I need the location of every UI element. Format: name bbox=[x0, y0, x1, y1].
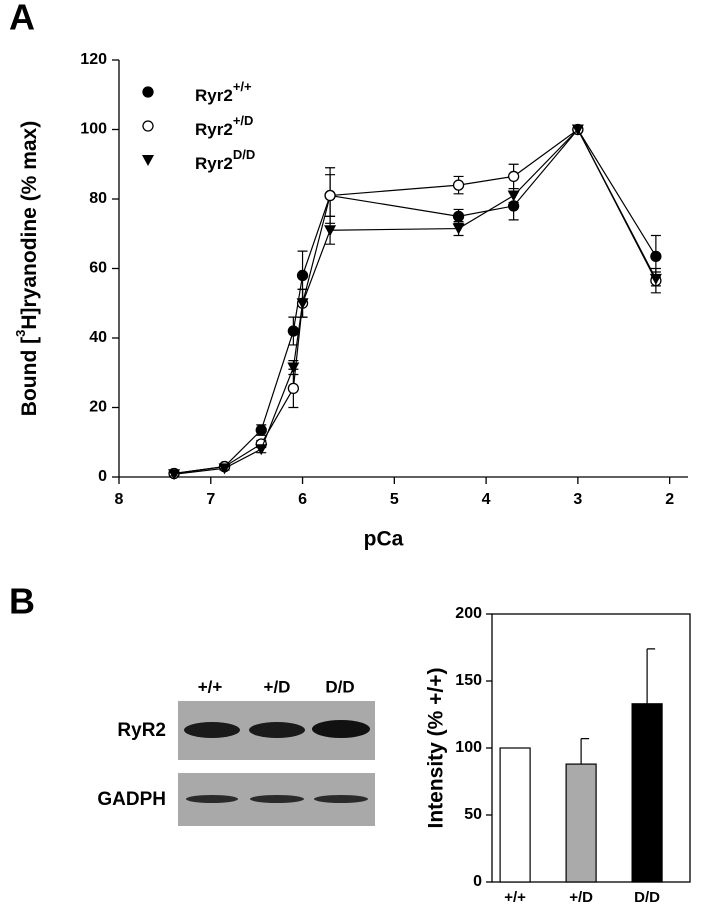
x-tick-label: +/+ bbox=[504, 889, 526, 906]
y-tick-label: 80 bbox=[89, 190, 107, 207]
marker bbox=[255, 424, 267, 436]
x-tick-label: 3 bbox=[573, 491, 582, 508]
y-axis-label-part: Bound [ bbox=[18, 337, 41, 416]
y-axis-label-part: H]ryanodine (% max) bbox=[18, 121, 41, 330]
x-tick-label: 8 bbox=[115, 491, 124, 508]
marker bbox=[507, 170, 520, 183]
error-bar bbox=[580, 738, 590, 765]
y-tick-label: 0 bbox=[98, 468, 107, 485]
x-tick-label: 7 bbox=[206, 491, 215, 508]
blot-row-label: RyR2 bbox=[117, 720, 166, 741]
y-tick-label: 100 bbox=[455, 739, 482, 756]
y-tick-label: 50 bbox=[464, 806, 482, 823]
series-line bbox=[173, 128, 657, 475]
legend-name: Ryr2 bbox=[195, 86, 233, 105]
series-line bbox=[173, 128, 657, 475]
superscript: 3 bbox=[13, 330, 28, 337]
marker bbox=[296, 269, 309, 282]
marker bbox=[571, 124, 584, 136]
superscript: +/D bbox=[233, 113, 254, 128]
y-tick-label: 120 bbox=[80, 51, 107, 68]
x-tick-label: 4 bbox=[482, 491, 491, 508]
y-tick-label: 20 bbox=[89, 399, 107, 416]
lane-label: +/D bbox=[264, 677, 291, 696]
panel-label: B bbox=[9, 581, 35, 622]
marker bbox=[452, 223, 465, 235]
marker bbox=[324, 225, 337, 237]
x-tick-label: 6 bbox=[298, 491, 307, 508]
series-line bbox=[173, 128, 657, 475]
legend-label: Ryr2+/D bbox=[195, 113, 253, 139]
blot-row-label: GADPH bbox=[97, 789, 166, 810]
marker bbox=[507, 190, 520, 202]
x-tick-label: 5 bbox=[390, 491, 399, 508]
superscript: +/+ bbox=[233, 79, 252, 94]
blot-image bbox=[178, 701, 375, 826]
x-tick-label: D/D bbox=[634, 889, 660, 906]
marker bbox=[650, 250, 662, 262]
marker bbox=[287, 362, 300, 374]
bar bbox=[565, 763, 597, 883]
marker bbox=[296, 298, 309, 310]
error-bar bbox=[646, 648, 656, 704]
bar bbox=[499, 747, 531, 883]
legend-name: Ryr2 bbox=[195, 120, 233, 139]
panel-label: A bbox=[9, 0, 35, 38]
y-tick-label: 40 bbox=[89, 329, 107, 346]
marker bbox=[452, 179, 465, 191]
superscript: D/D bbox=[233, 147, 255, 162]
y-tick-label: 100 bbox=[80, 121, 107, 138]
x-tick-label: 2 bbox=[665, 491, 674, 508]
marker bbox=[649, 273, 662, 285]
legend-marker bbox=[142, 120, 154, 132]
y-axis-label: Intensity (% +/+) bbox=[425, 667, 448, 828]
x-tick-label: +/D bbox=[569, 889, 593, 906]
y-tick-label: 150 bbox=[455, 672, 482, 689]
lane-label: +/+ bbox=[198, 677, 223, 696]
marker bbox=[168, 469, 181, 481]
legend-name: Ryr2 bbox=[195, 154, 233, 173]
legend-marker bbox=[142, 86, 154, 98]
marker bbox=[452, 210, 465, 223]
marker bbox=[287, 325, 300, 337]
legend-label: Ryr2+/+ bbox=[195, 79, 252, 105]
x-axis-label: pCa bbox=[364, 528, 404, 551]
legend-marker bbox=[142, 155, 154, 166]
y-tick-label: 0 bbox=[473, 873, 482, 890]
y-tick-label: 60 bbox=[89, 260, 107, 277]
marker bbox=[218, 463, 231, 475]
lane-label: D/D bbox=[325, 677, 354, 696]
y-tick-label: 200 bbox=[455, 605, 482, 622]
marker bbox=[255, 444, 268, 456]
marker bbox=[287, 382, 300, 395]
marker bbox=[324, 189, 336, 202]
bar bbox=[631, 703, 663, 883]
y-axis-label: Bound [3H]ryanodine (% max) bbox=[13, 121, 40, 416]
legend-label: Ryr2D/D bbox=[195, 147, 255, 173]
